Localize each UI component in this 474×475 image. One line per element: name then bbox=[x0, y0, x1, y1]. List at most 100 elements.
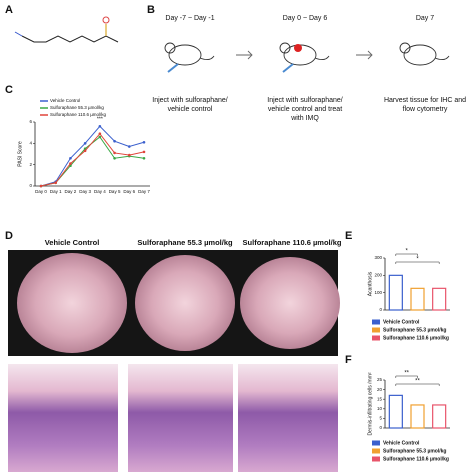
step-caption: vehicle control and treat bbox=[268, 106, 342, 113]
y-tick-label: 2 bbox=[29, 162, 32, 167]
point bbox=[142, 156, 146, 160]
bracket bbox=[395, 253, 418, 256]
annotation: ** bbox=[415, 379, 420, 385]
bar bbox=[432, 404, 447, 429]
column-title: Sulforaphane 110.6 µmol/kg bbox=[243, 238, 342, 247]
x-tick-label: Day 4 bbox=[94, 189, 106, 194]
column-title: Vehicle Control bbox=[45, 238, 100, 247]
y-tick-label: 0 bbox=[379, 425, 382, 430]
step-caption: Inject with sulforaphane/ bbox=[152, 97, 228, 104]
series-line bbox=[40, 125, 145, 187]
x-tick-label: Day 6 bbox=[123, 189, 135, 194]
bar bbox=[432, 287, 447, 311]
panel-label: B bbox=[147, 4, 155, 16]
annotation: ** bbox=[404, 371, 409, 377]
point bbox=[142, 140, 146, 144]
bar bbox=[388, 394, 403, 429]
point bbox=[54, 181, 58, 185]
panel-label: E bbox=[345, 230, 352, 242]
annotation: * bbox=[405, 249, 408, 255]
panel-label: A bbox=[5, 4, 13, 16]
step-caption: Harvest tissue for IHC and bbox=[384, 97, 466, 104]
legend-label: Sulforaphane 110.6 µmol/kg bbox=[383, 456, 449, 462]
point bbox=[83, 142, 87, 145]
legend-label: Sulforaphane 55.3 µmol/kg bbox=[383, 327, 446, 333]
legend-swatch bbox=[372, 319, 380, 325]
y-tick-label: 25 bbox=[377, 377, 383, 382]
point bbox=[127, 145, 131, 148]
bracket bbox=[395, 383, 440, 386]
panel-label: D bbox=[5, 230, 13, 242]
y-axis-label: Acanthosis bbox=[367, 271, 373, 296]
legend-swatch bbox=[372, 448, 380, 454]
legend-label: Sulforaphane 55.3 µmol/kg bbox=[50, 105, 104, 110]
point bbox=[98, 135, 102, 139]
y-tick-label: 15 bbox=[377, 396, 383, 401]
point bbox=[127, 153, 131, 157]
point bbox=[83, 149, 87, 153]
legend-label: Sulforaphane 55.3 µmol/kg bbox=[383, 448, 446, 454]
series-line bbox=[40, 132, 145, 187]
point bbox=[142, 150, 146, 154]
annotation: *** bbox=[97, 117, 103, 123]
legend-label: Sulforaphane 110.6 µmol/kg bbox=[50, 112, 107, 117]
bar bbox=[388, 274, 403, 311]
mouse-icons bbox=[164, 42, 450, 73]
x-tick-label: Day 2 bbox=[65, 189, 77, 194]
legend-swatch bbox=[372, 335, 380, 341]
point bbox=[39, 184, 43, 188]
bar bbox=[410, 287, 425, 311]
step-title: Day -7 ~ Day -1 bbox=[165, 15, 214, 22]
axis bbox=[384, 380, 450, 429]
timeline: Day -7 ~ Day -1 Inject with sulforaphane/… bbox=[152, 15, 466, 122]
x-tick-label: Day 0 bbox=[35, 189, 47, 194]
y-tick-label: 100 bbox=[374, 290, 382, 295]
legend-label: Sulforaphane 110.6 µmol/kg bbox=[383, 335, 449, 341]
y-tick-label: 5 bbox=[379, 416, 382, 421]
legend-label: Vehicle Control bbox=[383, 319, 420, 325]
point bbox=[69, 162, 72, 165]
panel-label: C bbox=[5, 84, 13, 96]
step-caption: Inject with sulforaphane/ bbox=[267, 97, 343, 104]
y-axis-label: Dermis-infiltrating cells /mm² bbox=[367, 372, 373, 435]
y-tick-label: 0 bbox=[379, 307, 382, 312]
point bbox=[98, 132, 102, 136]
x-tick-label: Day 1 bbox=[50, 189, 62, 194]
step-caption: with IMQ bbox=[290, 115, 319, 122]
y-axis-label: PASI Score bbox=[17, 141, 23, 167]
skin-photos bbox=[8, 250, 340, 472]
legend-swatch bbox=[372, 456, 380, 462]
panel-label: F bbox=[345, 354, 352, 366]
step-caption: vehicle control bbox=[168, 106, 213, 113]
point bbox=[69, 156, 72, 160]
legend-label: Vehicle Control bbox=[50, 98, 80, 103]
column-title: Sulforaphane 55.3 µmol/kg bbox=[137, 238, 233, 247]
bracket bbox=[395, 375, 418, 378]
step-caption: flow cytometry bbox=[403, 106, 448, 113]
bar bbox=[410, 404, 425, 429]
legend-swatch bbox=[372, 440, 380, 446]
y-tick-label: 10 bbox=[377, 406, 383, 411]
step-title: Day 0 ~ Day 6 bbox=[283, 15, 328, 22]
chemical-structure bbox=[14, 16, 119, 43]
y-tick-label: 20 bbox=[377, 387, 383, 392]
point bbox=[113, 151, 116, 155]
x-tick-label: Day 5 bbox=[109, 189, 121, 194]
legend-label: Vehicle Control bbox=[383, 440, 420, 446]
y-tick-label: 0 bbox=[29, 183, 32, 188]
point bbox=[113, 139, 116, 143]
bracket bbox=[395, 261, 440, 264]
x-tick-label: Day 3 bbox=[79, 189, 91, 194]
y-tick-label: 200 bbox=[374, 273, 382, 278]
x-tick-label: Day 7 bbox=[138, 189, 150, 194]
y-tick-label: 6 bbox=[29, 119, 32, 124]
point bbox=[98, 124, 102, 128]
point bbox=[113, 156, 116, 160]
legend-swatch bbox=[372, 327, 380, 333]
y-tick-label: 300 bbox=[374, 255, 382, 260]
step-title: Day 7 bbox=[416, 15, 434, 22]
annotation: * bbox=[416, 257, 419, 263]
y-tick-label: 4 bbox=[29, 141, 32, 146]
series-line bbox=[40, 136, 145, 187]
